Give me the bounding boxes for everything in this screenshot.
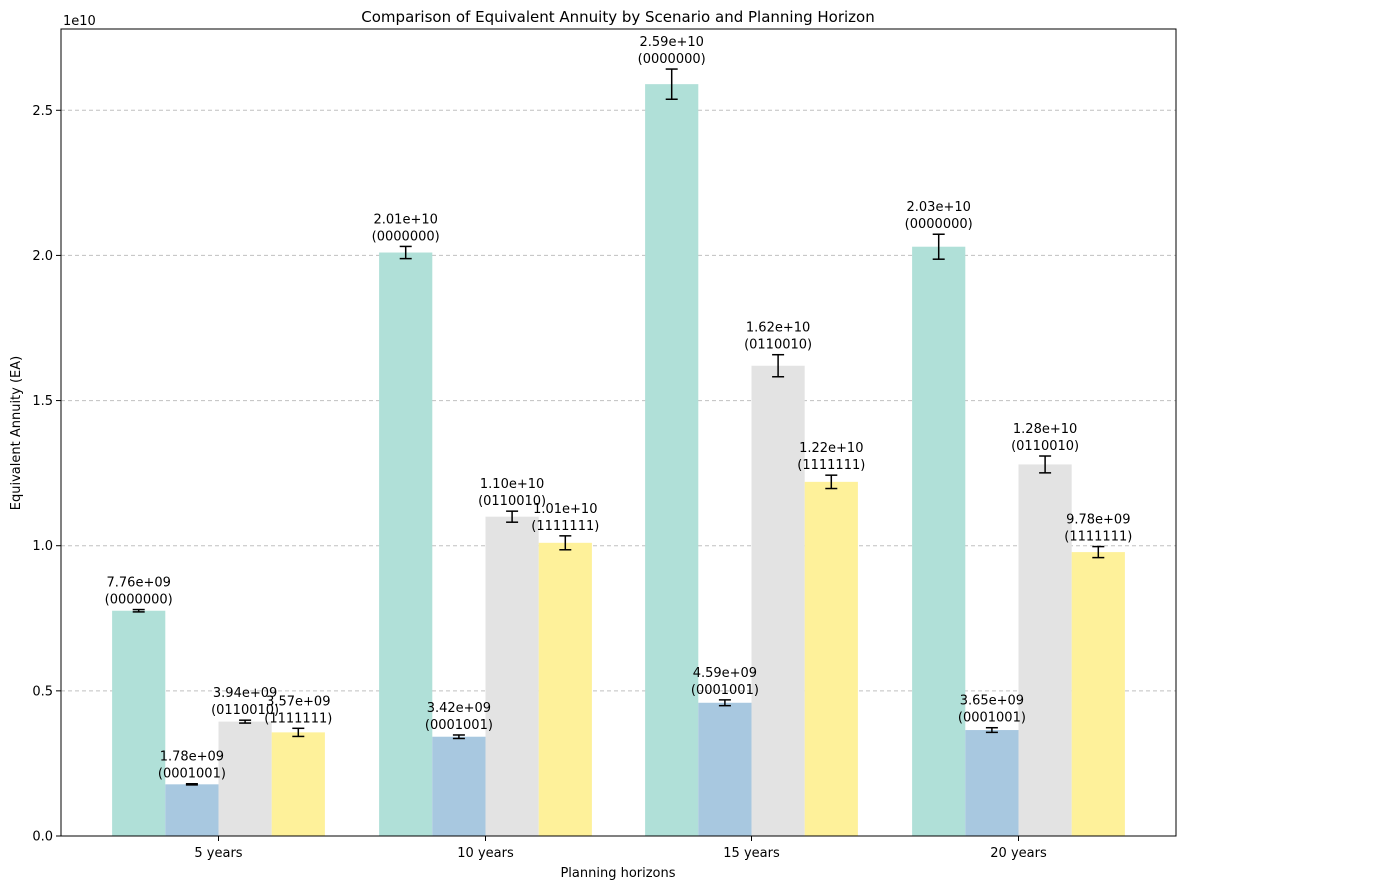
y-tick-label: 1.5: [32, 394, 53, 409]
bar-1111111: [804, 481, 858, 836]
y-axis-offset-text: 1e10: [63, 14, 96, 29]
bar-0110010: [1018, 464, 1072, 836]
scenario-label: (0001001): [425, 718, 493, 733]
scenario-label: (0110010): [211, 703, 279, 718]
value-label: 1.78e+09: [160, 750, 224, 765]
bars: [112, 84, 1125, 837]
scenario-label: (0001001): [691, 683, 759, 698]
y-axis-label: Equivalent Annuity (EA): [9, 356, 24, 510]
grid-lines: [61, 109, 1176, 692]
plot-frame: [60, 28, 1177, 837]
bar-0001001: [432, 736, 486, 836]
bar-0001001: [965, 730, 1019, 836]
y-tick-label: 1.0: [32, 539, 53, 554]
bar-0000000: [112, 610, 166, 836]
scenario-label: (0110010): [744, 338, 812, 353]
value-label: 1.62e+10: [746, 321, 810, 336]
value-label: 1.01e+10: [533, 502, 597, 517]
bar-0110010: [485, 516, 539, 836]
x-axis-ticks: 5 years 10 years 15 years 20 years: [194, 836, 1047, 861]
value-label: 7.76e+09: [107, 576, 171, 591]
value-label: 9.78e+09: [1066, 513, 1130, 528]
bar-1111111: [1071, 552, 1125, 836]
bar-0000000: [645, 84, 699, 837]
scenario-label: (0110010): [478, 494, 546, 509]
scenario-label: (0110010): [1011, 439, 1079, 454]
y-tick-label: 0.5: [32, 684, 53, 699]
scenario-label: (1111111): [531, 519, 599, 534]
bar-0001001: [698, 702, 752, 836]
x-tick-label: 10 years: [457, 846, 514, 861]
y-tick-label: 2.5: [32, 104, 53, 119]
data-labels: 7.76e+09 (0000000) 2.01e+10 (0000000) 2.59e+…: [105, 35, 1133, 782]
value-label: 1.22e+10: [799, 441, 863, 456]
value-label: 3.94e+09: [213, 686, 277, 701]
scenario-label: (0000000): [905, 217, 973, 232]
value-label: 2.01e+10: [374, 212, 438, 227]
value-label: 3.65e+09: [960, 694, 1024, 709]
x-axis-label: Planning horizons: [560, 866, 675, 881]
x-tick-label: 5 years: [194, 846, 242, 861]
bar-1111111: [271, 732, 325, 836]
bar-0001001: [165, 784, 219, 836]
y-axis-ticks: 0.0 0.5 1.0 1.5 2.0 2.5: [32, 104, 61, 845]
chart-title: Comparison of Equivalent Annuity by Scen…: [361, 8, 874, 26]
x-tick-label: 15 years: [723, 846, 780, 861]
value-label: 3.57e+09: [266, 694, 330, 709]
y-tick-label: 0.0: [32, 830, 53, 845]
scenario-label: (0001001): [958, 711, 1026, 726]
bar-0000000: [379, 252, 433, 836]
scenario-label: (1111111): [1064, 530, 1132, 545]
y-tick-label: 2.0: [32, 249, 53, 264]
value-label: 4.59e+09: [693, 666, 757, 681]
scenario-label: (0000000): [105, 593, 173, 608]
bar-0110010: [218, 721, 272, 836]
scenario-label: (0000000): [372, 229, 440, 244]
bar-0110010: [751, 365, 805, 836]
scenario-label: (1111111): [797, 458, 865, 473]
value-label: 1.10e+10: [480, 477, 544, 492]
bar-0000000: [912, 246, 966, 836]
x-tick-label: 20 years: [990, 846, 1047, 861]
scenario-label: (0001001): [158, 767, 226, 782]
value-label: 2.59e+10: [640, 35, 704, 50]
value-label: 2.03e+10: [907, 200, 971, 215]
value-label: 1.28e+10: [1013, 422, 1077, 437]
scenario-label: (0000000): [638, 52, 706, 67]
value-label: 3.42e+09: [427, 701, 491, 716]
scenario-label: (1111111): [264, 711, 332, 726]
error-bars: [132, 68, 1105, 786]
bar-1111111: [538, 542, 592, 836]
